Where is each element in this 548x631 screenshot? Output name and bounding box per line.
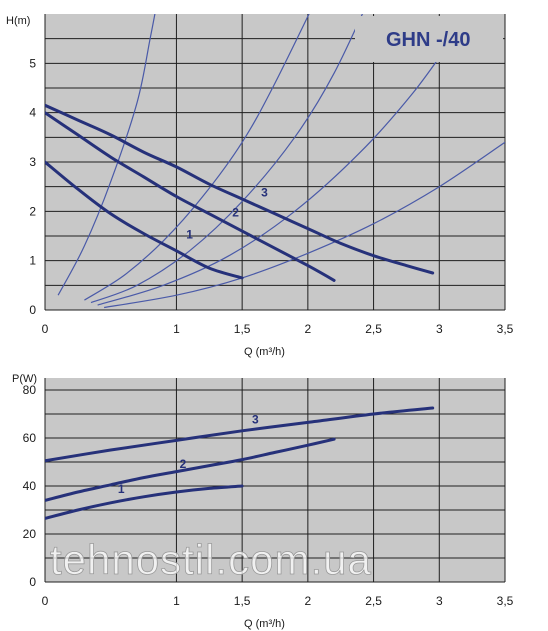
power-chart-x-label: Q (m³/h)	[244, 618, 285, 630]
head-chart-y-label: H(m)	[6, 15, 30, 27]
x-tick-label: 3,5	[497, 322, 514, 336]
head-chart-series	[45, 103, 435, 282]
curve-label-3: 3	[252, 413, 259, 427]
head-chart-y-ticks: 0 1 2 3 4 5	[29, 56, 36, 317]
chart-title: GHN -/40	[386, 29, 470, 51]
x-tick-label: 2,5	[365, 594, 382, 608]
y-tick-label: 80	[23, 383, 37, 397]
watermark: tehnostil.com.ua	[50, 536, 372, 583]
series-curve-3	[45, 406, 435, 463]
curve-label-3: 3	[261, 186, 268, 200]
system-curve	[84, 14, 310, 301]
y-tick-label: 4	[29, 106, 36, 120]
power-chart: 1 2 3 0 20 40 60 80 0 1 1,5 2 2,5 3 3,5 P(W) Q (m³/h…	[12, 373, 514, 630]
system-curve	[97, 38, 453, 306]
head-chart-system-curves	[57, 14, 505, 309]
y-tick-label: 20	[23, 527, 37, 541]
power-chart-series	[45, 406, 435, 520]
series-curve-1	[45, 484, 244, 520]
x-tick-label: 1,5	[234, 322, 251, 336]
head-chart-x-label: Q (m³/h)	[244, 346, 285, 358]
curve-label-1: 1	[118, 482, 125, 496]
head-chart-grid	[44, 14, 506, 311]
series-curve-3	[45, 103, 435, 275]
y-tick-label: 5	[29, 56, 36, 70]
system-curve	[104, 141, 505, 309]
curve-label-1: 1	[186, 227, 193, 241]
curve-label-2: 2	[180, 457, 187, 471]
series-curve-2	[45, 437, 336, 502]
power-chart-y-ticks: 0 20 40 60 80	[23, 383, 37, 589]
x-tick-label: 3	[436, 594, 443, 608]
x-tick-label: 0	[42, 322, 49, 336]
series-curve-2	[45, 111, 336, 282]
system-curve	[90, 14, 364, 304]
system-curve	[57, 14, 156, 296]
y-tick-label: 1	[29, 254, 36, 268]
head-chart-x-ticks: 0 1 1,5 2 2,5 3 3,5	[42, 322, 514, 336]
y-tick-label: 3	[29, 155, 36, 169]
power-chart-grid	[44, 378, 506, 583]
y-tick-label: 40	[23, 479, 37, 493]
head-chart: GHN -/40 1 2 3 0 1 2 3 4 5 0 1 1,5 2 2,5 3 3,5 H(m) Q…	[6, 14, 514, 358]
x-tick-label: 2,5	[365, 322, 382, 336]
y-tick-label: 0	[29, 303, 36, 317]
power-chart-plot-area	[45, 378, 505, 582]
curve-label-2: 2	[232, 205, 239, 219]
x-tick-label: 0	[42, 594, 49, 608]
series-curve-1	[45, 160, 244, 280]
x-tick-label: 3,5	[497, 594, 514, 608]
power-chart-x-ticks: 0 1 1,5 2 2,5 3 3,5	[42, 594, 514, 608]
x-tick-label: 1	[173, 594, 180, 608]
x-tick-label: 1,5	[234, 594, 251, 608]
power-chart-y-label: P(W)	[12, 373, 37, 385]
y-tick-label: 0	[29, 575, 36, 589]
y-tick-label: 2	[29, 204, 36, 218]
x-tick-label: 3	[436, 322, 443, 336]
title-box	[355, 16, 503, 62]
y-tick-label: 60	[23, 431, 37, 445]
x-tick-label: 2	[305, 322, 312, 336]
x-tick-label: 2	[305, 594, 312, 608]
head-chart-curve-labels: 1 2 3	[186, 186, 268, 242]
power-chart-curve-labels: 1 2 3	[118, 413, 259, 497]
x-tick-label: 1	[173, 322, 180, 336]
